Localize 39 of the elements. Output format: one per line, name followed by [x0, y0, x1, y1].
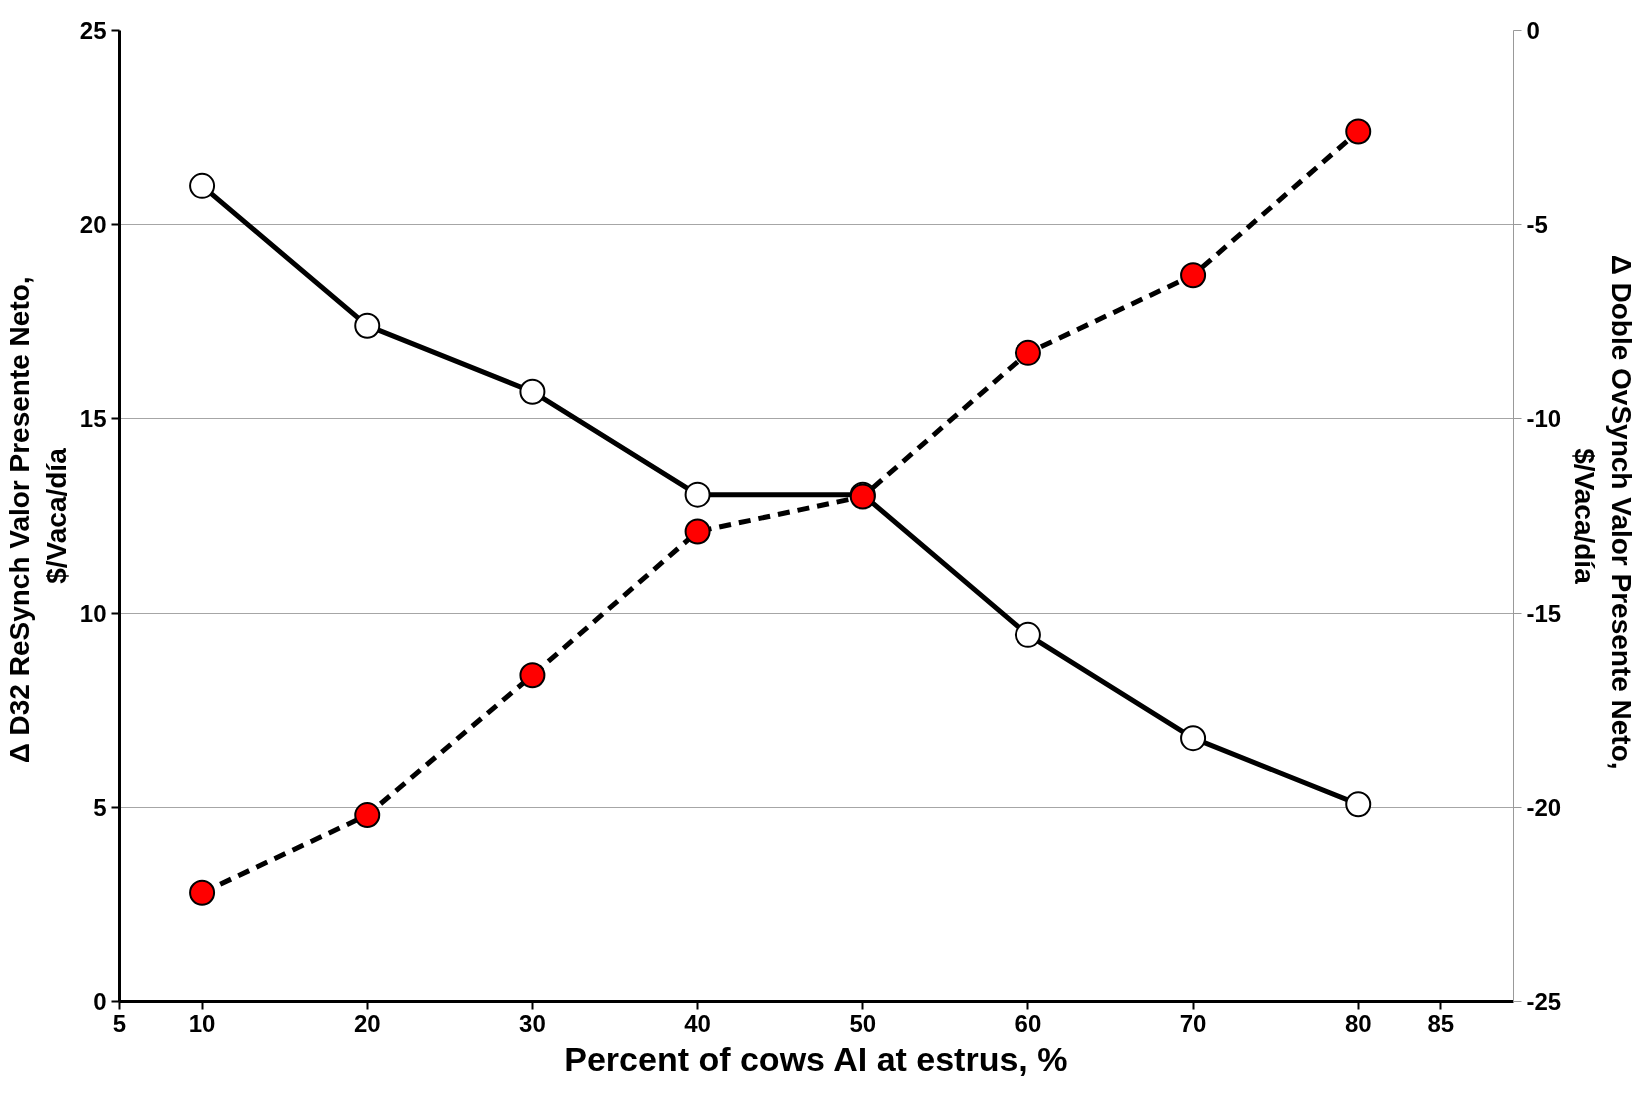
point: [519, 662, 546, 689]
x-tick-label: 85: [1427, 1009, 1455, 1037]
y-tick-label: 25: [79, 17, 107, 44]
x-tick-label: 30: [519, 1009, 546, 1037]
point: [354, 312, 381, 339]
y2-tick-label: -15: [1526, 599, 1562, 627]
y-tick-label: 5: [93, 793, 107, 821]
y-tick-label: 0: [93, 988, 107, 1015]
point: [189, 879, 216, 906]
y2-tick-label: -5: [1526, 211, 1548, 239]
point: [1014, 621, 1041, 648]
y-tick-label: 15: [79, 405, 107, 433]
point: [1014, 339, 1041, 366]
y-tick-label: 10: [79, 599, 107, 627]
y-axis-title: Δ D32 ReSynch Valor Presente Neto, $/Vaca/día: [3, 276, 72, 764]
x-tick-label: 80: [1344, 1009, 1372, 1037]
y2-axis-title: Δ Doble OvSynch Valor Presente Neto, $/Vaca/día: [1569, 254, 1638, 770]
x-axis-title: Percent of cows AI at estrus, %: [564, 1039, 1068, 1078]
x-tick-label: 70: [1179, 1009, 1207, 1037]
y2-tick-label: -10: [1526, 405, 1562, 433]
point: [684, 481, 711, 508]
point: [1345, 118, 1372, 145]
point: [1345, 791, 1372, 818]
x-tick-label: 20: [353, 1009, 381, 1037]
x-tick-label: 50: [849, 1009, 877, 1037]
x-tick-label: 60: [1014, 1009, 1042, 1037]
y2-tick-label: -25: [1526, 988, 1562, 1015]
x-tick-label: 5: [112, 1009, 127, 1037]
point: [1180, 262, 1207, 289]
point: [519, 378, 546, 405]
point: [354, 802, 381, 829]
point: [189, 172, 216, 199]
x-tick-label: 10: [188, 1009, 216, 1037]
x-tick-label: 40: [684, 1009, 711, 1037]
y-tick-label: 20: [79, 211, 107, 239]
point: [1180, 725, 1207, 752]
point: [684, 518, 711, 545]
y2-tick-label: 0: [1526, 17, 1540, 44]
y2-tick-label: -20: [1526, 793, 1562, 821]
